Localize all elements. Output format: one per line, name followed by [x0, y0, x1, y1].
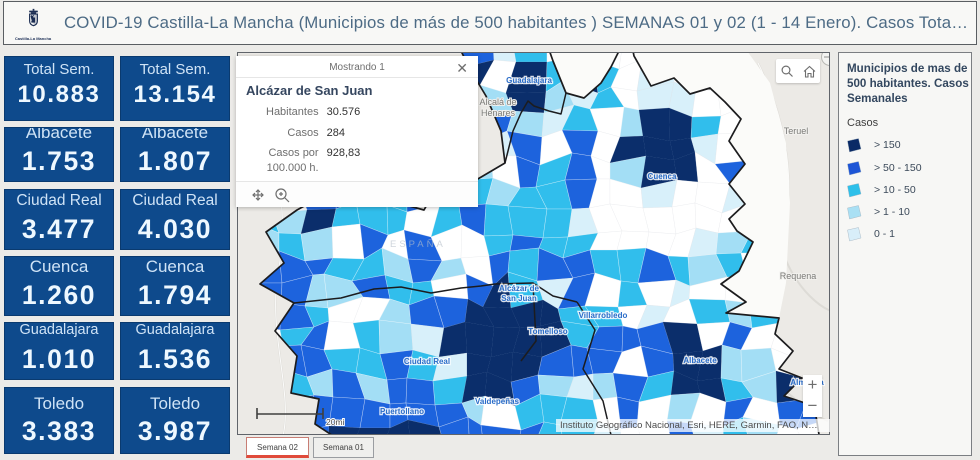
svg-text:Albacete: Albacete — [683, 356, 717, 365]
svg-text:Puertollano: Puertollano — [380, 407, 424, 416]
svg-text:San Juan: San Juan — [501, 294, 537, 303]
svg-text:ESPAÑA: ESPAÑA — [390, 239, 446, 250]
svg-text:Alcázar de: Alcázar de — [499, 284, 540, 293]
svg-text:Requena: Requena — [780, 271, 817, 281]
svg-text:Henares: Henares — [481, 108, 516, 118]
svg-text:Alcalá de: Alcalá de — [479, 97, 516, 107]
svg-text:Tomelloso: Tomelloso — [528, 327, 568, 336]
svg-text:Teruel: Teruel — [784, 126, 809, 136]
svg-text:Villarrobledo: Villarrobledo — [579, 311, 628, 320]
svg-text:Guadalajara: Guadalajara — [506, 76, 552, 85]
svg-text:Ciudad Real: Ciudad Real — [404, 357, 450, 366]
svg-text:Valdepeñas: Valdepeñas — [475, 397, 520, 406]
svg-text:Cuenca: Cuenca — [648, 172, 677, 181]
svg-text:20mi: 20mi — [326, 417, 345, 427]
